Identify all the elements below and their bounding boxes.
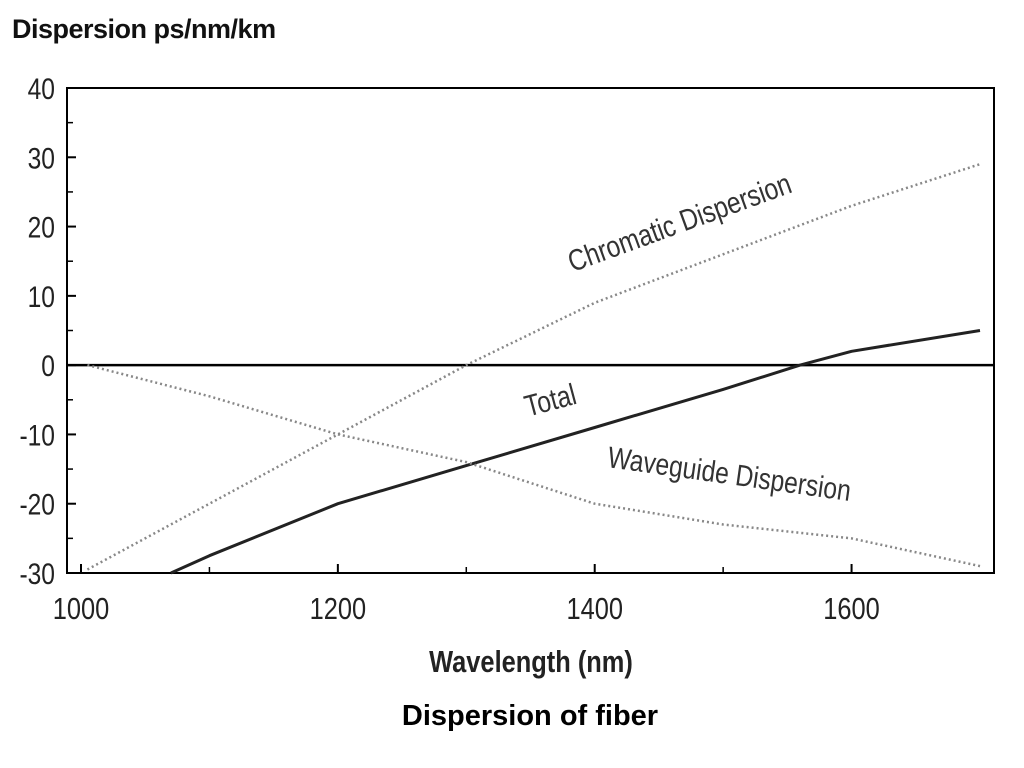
annotations: Chromatic Dispersion Total Waveguide Dispe…: [521, 166, 853, 507]
y-tick-label: -30: [19, 557, 55, 591]
series-line-total: [170, 329, 981, 575]
axis-ticks: [67, 87, 994, 574]
annotation-waveguide-dispersion: Waveguide Dispersion: [606, 440, 853, 508]
series-line-chromatic-dispersion: [86, 163, 981, 571]
y-tick-label: -20: [19, 487, 55, 521]
y-tick-label: 20: [28, 210, 55, 244]
series-layer: [86, 163, 981, 575]
y-tick-label: 40: [28, 72, 55, 106]
x-tick-label: 1600: [823, 592, 880, 627]
y-tick-label: -10: [19, 418, 55, 452]
x-tick-label: 1000: [53, 592, 110, 627]
y-tick-label: 30: [28, 141, 55, 175]
y-axis-title: Dispersion ps/nm/km: [12, 14, 276, 44]
x-axis-title: Wavelength (nm): [429, 645, 633, 680]
annotation-chromatic-dispersion: Chromatic Dispersion: [563, 166, 795, 278]
plot-frame: [66, 87, 995, 574]
x-tick-label: 1200: [310, 592, 367, 627]
annotation-total: Total: [521, 377, 580, 423]
minor-ticks: [67, 121, 724, 573]
y-tick-label: 10: [28, 280, 55, 314]
chart-caption: Dispersion of fiber: [401, 700, 659, 732]
x-tick-label: 1400: [566, 592, 623, 627]
y-tick-label: 0: [41, 349, 55, 383]
